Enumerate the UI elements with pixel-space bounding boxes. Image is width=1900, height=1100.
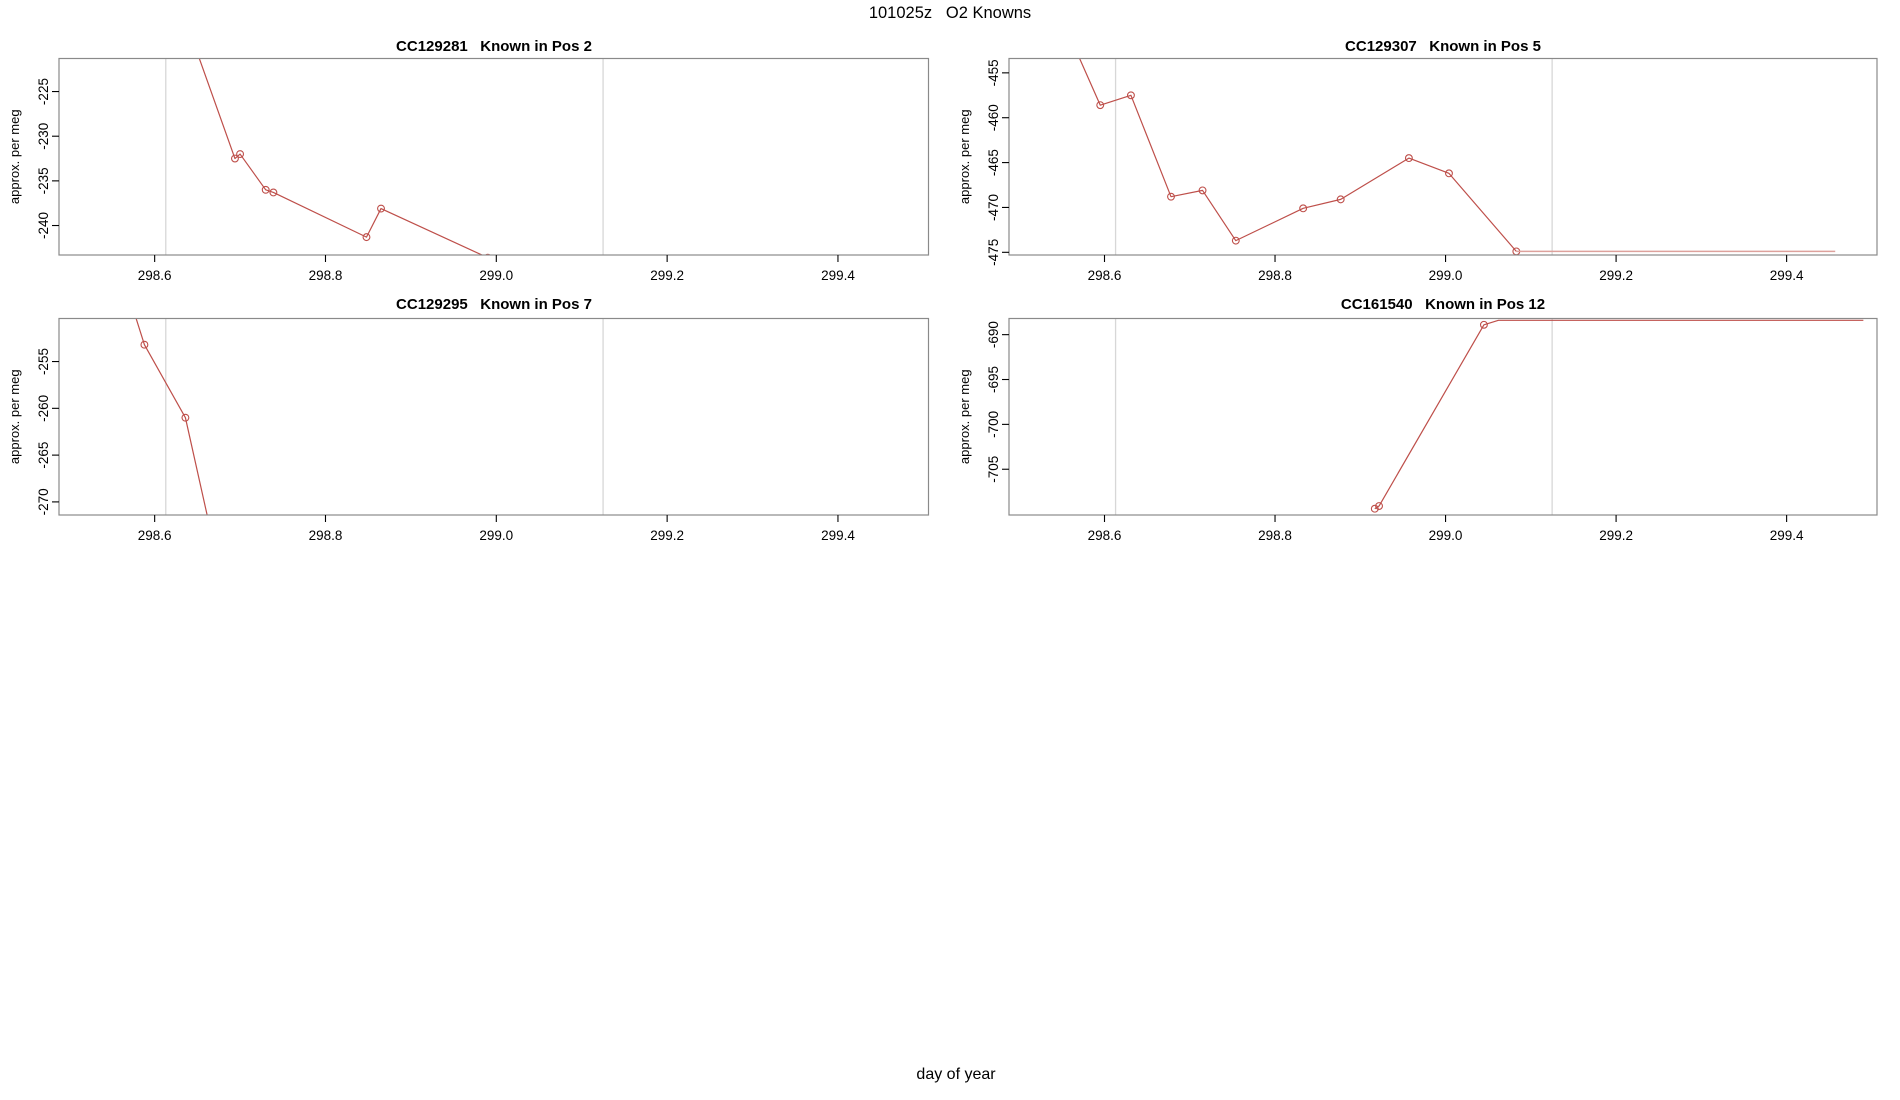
x-tick-label: 298.8 [1258, 528, 1292, 543]
y-tick-label: -705 [986, 456, 1001, 483]
panel-title-pos2: CC129281 Known in Pos 2 [396, 38, 592, 55]
y-tick-label: -475 [986, 239, 1001, 266]
plot-box [1008, 57, 1878, 256]
data-point-marker [1096, 101, 1105, 110]
panel-title-pos12: CC161540 Known in Pos 12 [1340, 296, 1546, 313]
x-tick-label: 299.4 [821, 528, 855, 543]
x-tick-label: 298.6 [138, 268, 172, 283]
y-tick-label: -455 [986, 59, 1001, 86]
y-tick-label: -260 [36, 395, 51, 422]
y-tick-label: -465 [986, 149, 1001, 176]
plot-box [58, 317, 930, 516]
y-tick-label: -270 [36, 488, 51, 515]
y-tick-label: -470 [986, 194, 1001, 221]
x-tick-label: 298.8 [1258, 268, 1292, 283]
data-point-marker [1375, 502, 1384, 510]
y-tick-label: -700 [986, 411, 1001, 438]
x-tick-label: 299.0 [479, 528, 513, 543]
series-group [1370, 319, 1864, 513]
series-group [135, 318, 208, 515]
x-tick-label: 299.2 [650, 268, 684, 283]
y-tick-label: -255 [36, 348, 51, 375]
data-point-marker [1126, 91, 1135, 100]
data-point-marker [140, 340, 149, 349]
x-tick-label: 299.0 [1429, 528, 1463, 543]
panel-title-pos7: CC129295 Known in Pos 7 [396, 296, 592, 313]
plot-box [58, 57, 930, 256]
series-line [135, 318, 208, 515]
series-line [198, 58, 484, 255]
y-tick-label: -230 [36, 123, 51, 150]
data-point-marker [1231, 236, 1240, 245]
x-tick-label: 299.4 [821, 268, 855, 283]
panel-title-pos5: CC129307 Known in Pos 5 [1345, 38, 1541, 55]
y-axis-label: approx. per meg [7, 369, 22, 464]
y-tick-label: -265 [36, 442, 51, 469]
data-point-marker [236, 150, 245, 159]
y-tick-label: -225 [36, 78, 51, 105]
data-point-marker [1198, 186, 1207, 195]
x-tick-label: 299.0 [479, 268, 513, 283]
data-point-marker [181, 413, 190, 422]
y-tick-label: -235 [36, 167, 51, 194]
x-tick-label: 298.8 [309, 528, 343, 543]
x-tick-label: 298.6 [1088, 528, 1122, 543]
data-point-marker [1299, 204, 1308, 213]
data-point-marker [1167, 192, 1175, 201]
x-tick-label: 299.4 [1770, 528, 1804, 543]
x-tick-label: 299.2 [650, 528, 684, 543]
data-point-marker [377, 204, 385, 213]
x-tick-label: 299.4 [1770, 268, 1804, 283]
x-tick-label: 299.2 [1599, 268, 1633, 283]
series-line [1078, 58, 1517, 252]
data-point-marker [1370, 504, 1379, 513]
data-point-marker [261, 185, 270, 194]
x-axis-label: day of year [916, 1066, 996, 1083]
x-tick-label: 298.6 [138, 528, 172, 543]
y-tick-label: -240 [36, 212, 51, 239]
data-point-marker [1336, 195, 1345, 204]
figure-title: 101025z O2 Knowns [868, 4, 1032, 22]
data-point-marker [269, 188, 278, 197]
y-tick-label: -695 [986, 366, 1001, 393]
series-group [198, 58, 491, 255]
x-tick-label: 299.0 [1429, 268, 1463, 283]
x-tick-label: 298.8 [309, 268, 343, 283]
y-tick-label: -690 [986, 321, 1001, 348]
y-tick-label: -460 [986, 104, 1001, 131]
x-tick-label: 299.2 [1599, 528, 1633, 543]
x-tick-label: 298.6 [1088, 268, 1122, 283]
y-axis-label: approx. per meg [957, 109, 972, 204]
data-point-marker [1404, 154, 1413, 163]
y-axis-label: approx. per meg [957, 369, 972, 464]
data-point-marker [230, 154, 239, 163]
series-group [1078, 58, 1836, 255]
data-point-marker [1479, 320, 1488, 329]
data-point-marker [484, 253, 491, 255]
series-line [1374, 319, 1864, 510]
plot-box [1008, 317, 1878, 516]
data-point-marker [1445, 169, 1453, 178]
y-axis-label: approx. per meg [7, 109, 22, 204]
data-point-marker [362, 233, 371, 242]
